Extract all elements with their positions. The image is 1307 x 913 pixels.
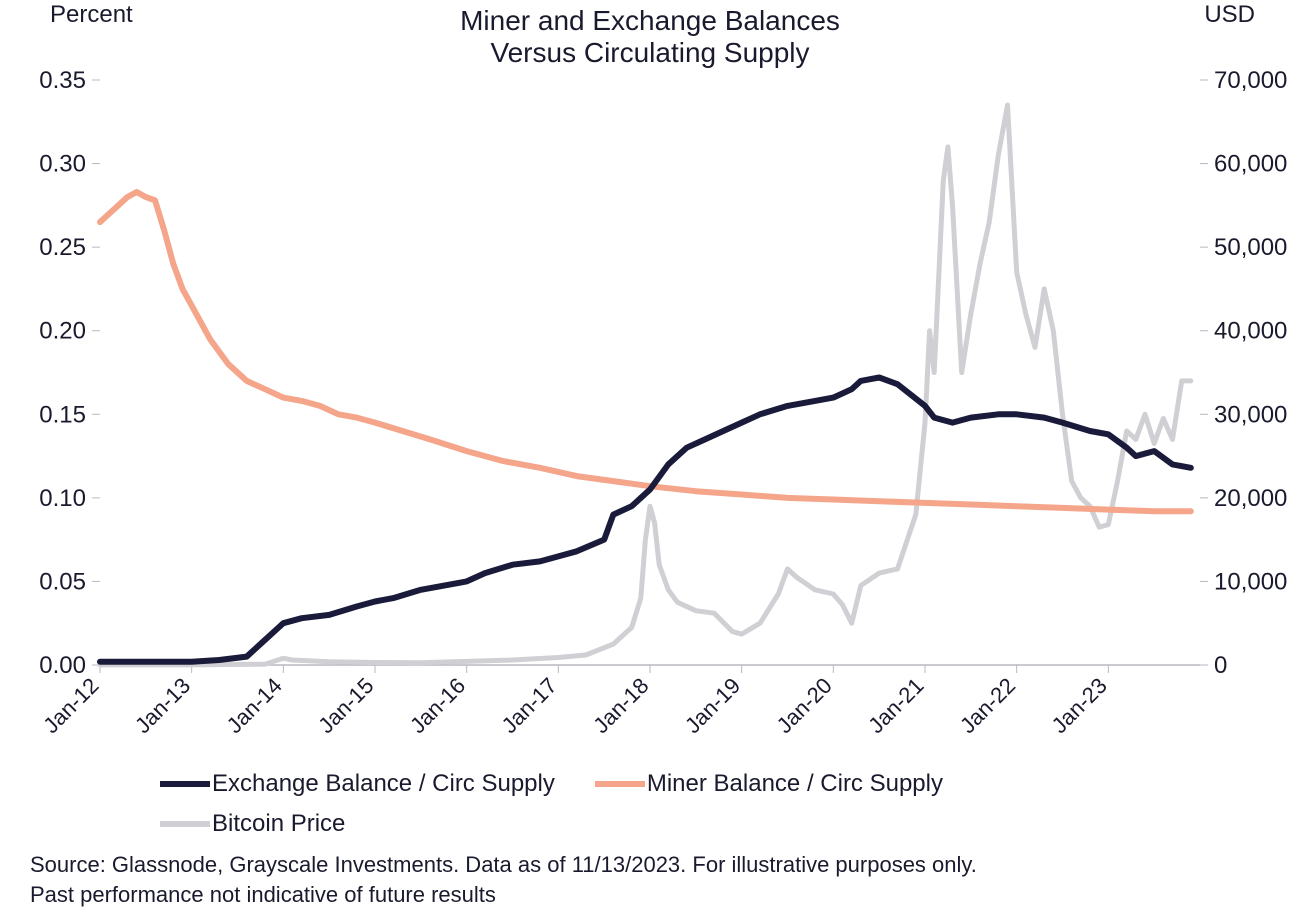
svg-text:70,000: 70,000 (1214, 67, 1287, 94)
svg-text:Jan-17: Jan-17 (497, 673, 562, 738)
svg-text:0.00: 0.00 (39, 652, 86, 679)
svg-text:Jan-22: Jan-22 (955, 673, 1020, 738)
svg-text:Jan-16: Jan-16 (405, 673, 470, 738)
svg-text:Jan-19: Jan-19 (680, 673, 745, 738)
legend-label-miner: Miner Balance / Circ Supply (647, 770, 943, 798)
legend-label-exchange: Exchange Balance / Circ Supply (212, 770, 555, 798)
svg-text:0.05: 0.05 (39, 568, 86, 595)
svg-text:Jan-20: Jan-20 (772, 673, 837, 738)
svg-text:Jan-18: Jan-18 (588, 673, 653, 738)
svg-text:50,000: 50,000 (1214, 234, 1287, 261)
svg-text:Versus Circulating Supply: Versus Circulating Supply (490, 37, 809, 68)
svg-text:Jan-14: Jan-14 (222, 673, 287, 738)
legend-item-miner: Miner Balance / Circ Supply (595, 770, 943, 798)
legend-swatch-exchange (160, 781, 210, 787)
svg-text:0: 0 (1214, 652, 1227, 679)
legend-item-price: Bitcoin Price (160, 810, 345, 838)
svg-text:0.35: 0.35 (39, 67, 86, 94)
svg-text:Jan-21: Jan-21 (863, 673, 928, 738)
svg-text:20,000: 20,000 (1214, 485, 1287, 512)
svg-text:Jan-12: Jan-12 (38, 673, 103, 738)
svg-text:0.15: 0.15 (39, 401, 86, 428)
svg-text:USD: USD (1204, 1, 1255, 28)
svg-text:Percent: Percent (50, 1, 133, 28)
svg-text:Jan-15: Jan-15 (313, 673, 378, 738)
svg-text:Jan-23: Jan-23 (1047, 673, 1112, 738)
svg-text:0.30: 0.30 (39, 151, 86, 178)
source-line-1: Source: Glassnode, Grayscale Investments… (30, 850, 977, 880)
svg-text:Miner and Exchange Balances: Miner and Exchange Balances (460, 5, 840, 36)
svg-text:0.20: 0.20 (39, 318, 86, 345)
chart-container: Miner and Exchange BalancesVersus Circul… (0, 0, 1307, 913)
svg-text:Jan-13: Jan-13 (130, 673, 195, 738)
legend-swatch-price (160, 821, 210, 827)
legend-label-price: Bitcoin Price (212, 810, 345, 838)
legend-item-exchange: Exchange Balance / Circ Supply (160, 770, 555, 798)
legend-swatch-miner (595, 781, 645, 787)
source-note: Source: Glassnode, Grayscale Investments… (30, 850, 977, 909)
legend-row-1: Exchange Balance / Circ Supply Miner Bal… (160, 770, 943, 798)
legend-row-2: Bitcoin Price (160, 810, 345, 838)
svg-text:60,000: 60,000 (1214, 151, 1287, 178)
svg-text:40,000: 40,000 (1214, 318, 1287, 345)
svg-text:30,000: 30,000 (1214, 401, 1287, 428)
source-line-2: Past performance not indicative of futur… (30, 880, 977, 910)
svg-text:0.10: 0.10 (39, 485, 86, 512)
svg-text:0.25: 0.25 (39, 234, 86, 261)
svg-text:10,000: 10,000 (1214, 568, 1287, 595)
